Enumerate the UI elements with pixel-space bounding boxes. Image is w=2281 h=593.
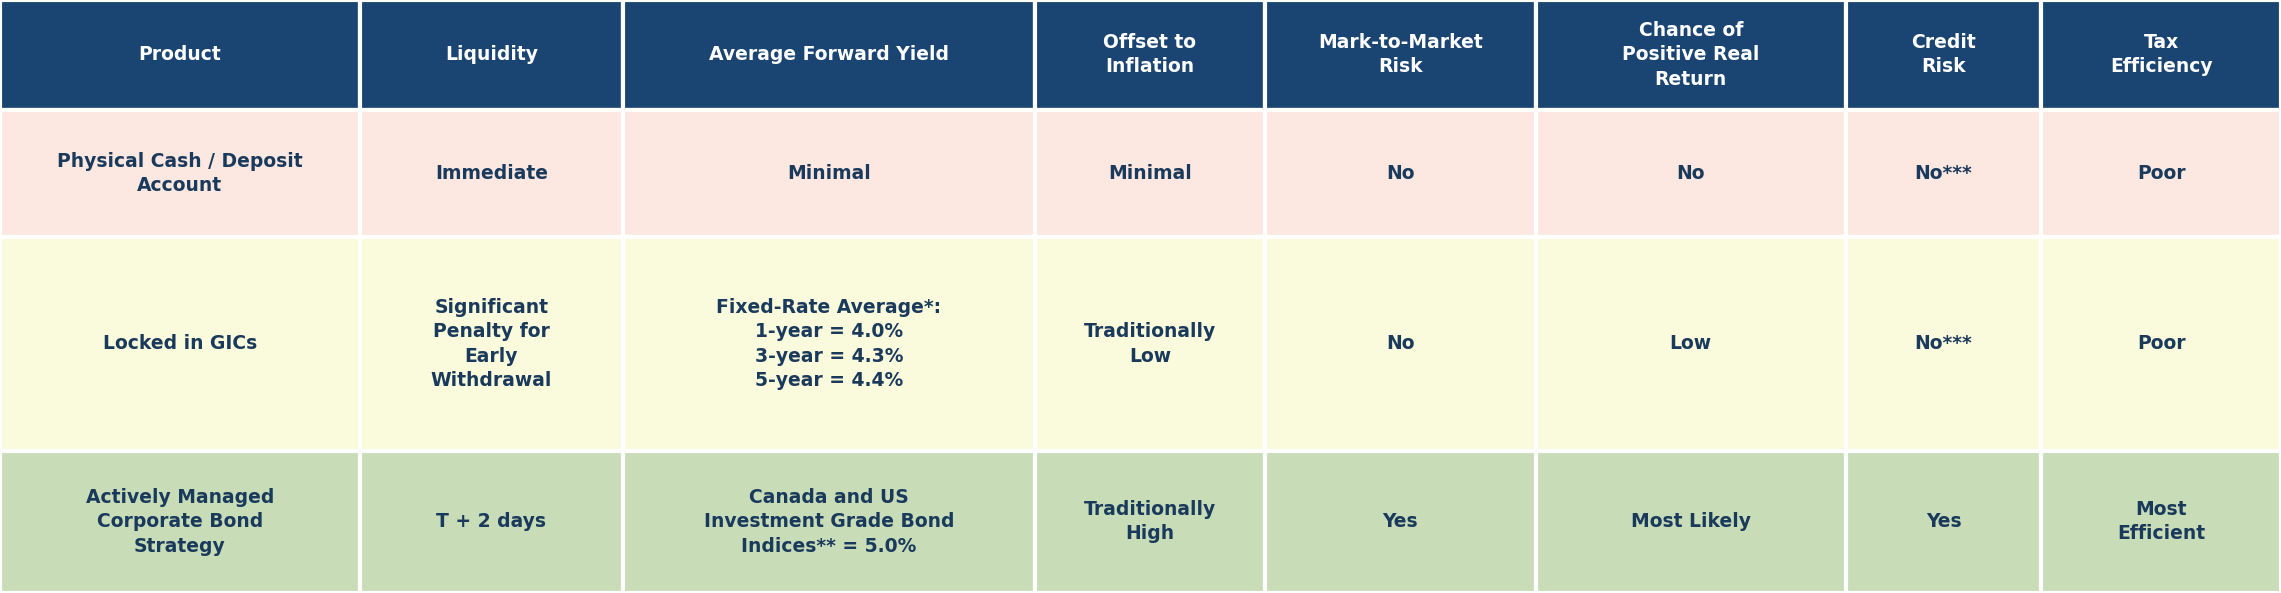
Bar bbox=[1036, 451, 1266, 593]
Text: Tax
Efficiency: Tax Efficiency bbox=[2110, 33, 2213, 76]
Text: Traditionally
Low: Traditionally Low bbox=[1083, 323, 1216, 365]
Bar bbox=[1266, 110, 1535, 237]
Text: No***: No*** bbox=[1914, 334, 1973, 353]
Text: No: No bbox=[1387, 164, 1414, 183]
Bar bbox=[1036, 237, 1266, 451]
Text: Canada and US
Investment Grade Bond
Indices** = 5.0%: Canada and US Investment Grade Bond Indi… bbox=[703, 488, 953, 556]
Text: Low: Low bbox=[1670, 334, 1711, 353]
Bar bbox=[360, 451, 623, 593]
Text: Credit
Risk: Credit Risk bbox=[1911, 33, 1975, 76]
Text: Product: Product bbox=[139, 45, 221, 65]
Bar bbox=[2041, 0, 2281, 110]
Bar bbox=[623, 237, 1036, 451]
Bar bbox=[0, 0, 360, 110]
Bar bbox=[1266, 237, 1535, 451]
Bar bbox=[623, 451, 1036, 593]
Text: Yes: Yes bbox=[1382, 512, 1419, 531]
Bar bbox=[0, 237, 360, 451]
Text: Poor: Poor bbox=[2137, 334, 2185, 353]
Text: Significant
Penalty for
Early
Withdrawal: Significant Penalty for Early Withdrawal bbox=[431, 298, 552, 390]
Text: Traditionally
High: Traditionally High bbox=[1083, 500, 1216, 543]
Bar bbox=[0, 110, 360, 237]
Bar bbox=[1845, 110, 2041, 237]
Text: Yes: Yes bbox=[1925, 512, 1962, 531]
Bar bbox=[0, 451, 360, 593]
Text: Offset to
Inflation: Offset to Inflation bbox=[1104, 33, 1198, 76]
Bar bbox=[1266, 0, 1535, 110]
Bar bbox=[623, 110, 1036, 237]
Bar bbox=[1036, 0, 1266, 110]
Text: No: No bbox=[1677, 164, 1704, 183]
Text: No***: No*** bbox=[1914, 164, 1973, 183]
Text: Minimal: Minimal bbox=[787, 164, 871, 183]
Bar bbox=[2041, 451, 2281, 593]
Bar bbox=[1266, 451, 1535, 593]
Bar bbox=[2041, 237, 2281, 451]
Text: No: No bbox=[1387, 334, 1414, 353]
Bar bbox=[1845, 237, 2041, 451]
Text: Chance of
Positive Real
Return: Chance of Positive Real Return bbox=[1622, 21, 1759, 88]
Text: Locked in GICs: Locked in GICs bbox=[103, 334, 258, 353]
Text: Mark-to-Market
Risk: Mark-to-Market Risk bbox=[1318, 33, 1483, 76]
Text: Most
Efficient: Most Efficient bbox=[2117, 500, 2206, 543]
Bar bbox=[360, 0, 623, 110]
Text: Liquidity: Liquidity bbox=[445, 45, 538, 65]
Text: Physical Cash / Deposit
Account: Physical Cash / Deposit Account bbox=[57, 152, 303, 195]
Text: Poor: Poor bbox=[2137, 164, 2185, 183]
Text: Average Forward Yield: Average Forward Yield bbox=[709, 45, 949, 65]
Bar bbox=[360, 237, 623, 451]
Text: Most Likely: Most Likely bbox=[1631, 512, 1752, 531]
Bar bbox=[1845, 451, 2041, 593]
Bar bbox=[1036, 110, 1266, 237]
Bar bbox=[623, 0, 1036, 110]
Bar bbox=[1535, 110, 1845, 237]
Bar bbox=[1535, 451, 1845, 593]
Text: Minimal: Minimal bbox=[1109, 164, 1191, 183]
Bar bbox=[1845, 0, 2041, 110]
Bar bbox=[360, 110, 623, 237]
Text: T + 2 days: T + 2 days bbox=[436, 512, 547, 531]
Bar bbox=[2041, 110, 2281, 237]
Text: Immediate: Immediate bbox=[436, 164, 547, 183]
Text: Fixed-Rate Average*:
1-year = 4.0%
3-year = 4.3%
5-year = 4.4%: Fixed-Rate Average*: 1-year = 4.0% 3-yea… bbox=[716, 298, 942, 390]
Text: Actively Managed
Corporate Bond
Strategy: Actively Managed Corporate Bond Strategy bbox=[87, 488, 274, 556]
Bar bbox=[1535, 0, 1845, 110]
Bar bbox=[1535, 237, 1845, 451]
